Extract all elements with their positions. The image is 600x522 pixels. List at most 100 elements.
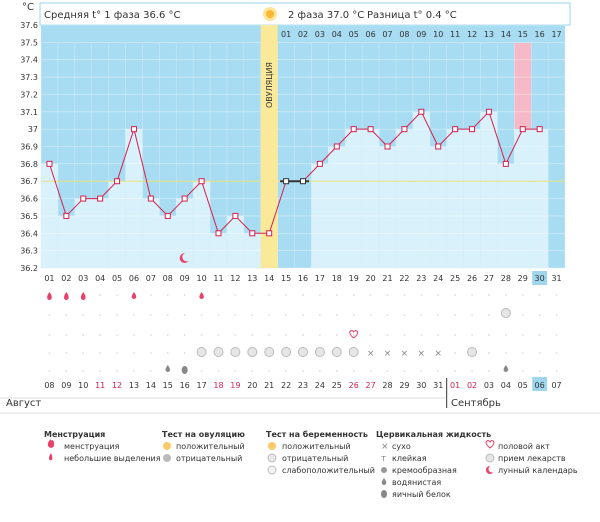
cycle-day-label: 15 xyxy=(281,274,291,283)
grid-dot xyxy=(65,334,68,336)
grid-dot xyxy=(150,334,152,336)
grid-dot xyxy=(302,370,304,372)
cycle-day-label: 18 xyxy=(332,274,342,283)
temperature-point xyxy=(181,195,188,202)
cycle-day-label: 31 xyxy=(551,274,561,283)
grid-dot xyxy=(336,334,338,336)
grid-dot xyxy=(234,334,237,336)
grid-dot xyxy=(200,314,203,316)
medication-marker xyxy=(500,308,511,318)
calendar-date: 17 xyxy=(196,381,206,390)
temperature-point xyxy=(198,178,205,185)
grid-dot xyxy=(521,370,524,372)
intercourse-marker xyxy=(349,330,359,339)
grid-dot xyxy=(454,294,456,296)
dry-marker: × xyxy=(418,349,426,359)
ovulation-label: ОВУЛЯЦИЯ xyxy=(265,62,274,108)
dry-icon: × xyxy=(381,442,389,452)
temperature-point xyxy=(283,178,290,185)
top-day-label: 05 xyxy=(349,30,359,39)
grid-dot xyxy=(268,294,270,296)
grid-dot xyxy=(302,334,304,336)
grid-dot xyxy=(471,314,473,316)
top-day-label: 08 xyxy=(399,30,409,39)
intercourse-icon xyxy=(485,440,495,449)
header-bar: Средняя t° 1 фаза 36.6 °С 2 фаза 37.0 °С… xyxy=(39,2,571,26)
grid-dot xyxy=(386,294,389,296)
cycle-day-label: 27 xyxy=(484,274,494,283)
dry-marker: × xyxy=(367,349,375,359)
calendar-date: 29 xyxy=(399,381,409,390)
grid-dot xyxy=(352,370,355,372)
cycle-day-label: 22 xyxy=(399,274,409,283)
y-tick-label: 37.5 xyxy=(20,38,38,47)
grid-dot xyxy=(133,334,135,336)
grid-dot xyxy=(403,294,406,296)
y-axis-unit: °С xyxy=(22,2,34,13)
cycle-day-label: 23 xyxy=(416,274,426,283)
grid-dot xyxy=(352,294,355,296)
grid-dot xyxy=(437,294,440,296)
top-day-label: 13 xyxy=(484,30,494,39)
grid-dot xyxy=(285,294,287,296)
ovulation-test-positive-icon xyxy=(163,442,171,450)
calendar-date: 14 xyxy=(146,381,156,390)
temperature-point xyxy=(249,230,256,237)
grid-dot xyxy=(420,314,423,316)
grid-dot xyxy=(99,334,101,336)
grid-dot xyxy=(319,370,321,372)
cycle-day-label: 11 xyxy=(213,274,223,283)
dry-marker: × xyxy=(434,349,442,359)
grid-dot xyxy=(99,370,101,372)
grid-dot xyxy=(369,334,372,336)
temperature-bar xyxy=(57,215,76,269)
grid-dot xyxy=(166,334,169,336)
calendar-date: 22 xyxy=(281,381,291,390)
cycle-day-label: 28 xyxy=(501,274,511,283)
pregnancy-test-negative-marker xyxy=(348,347,359,357)
calendar-date: 24 xyxy=(315,381,325,390)
grid-dot xyxy=(538,370,541,372)
grid-dot xyxy=(217,334,220,336)
temperature-point xyxy=(130,126,137,133)
moon-icon-cut xyxy=(488,465,496,473)
grid-dot xyxy=(82,352,85,354)
temperature-difference: Разница t° 0.4 °С xyxy=(367,10,457,21)
legend-medication: прием лекарств xyxy=(498,454,566,463)
grid-dot xyxy=(336,370,338,372)
legend-ovulation-test-title: Тест на овуляцию xyxy=(162,430,245,439)
grid-dot xyxy=(217,314,220,316)
temperature-point xyxy=(469,126,476,133)
temperature-point xyxy=(367,126,374,133)
legend-menstruation-title: Менструация xyxy=(44,430,105,439)
watery-icon xyxy=(381,478,387,485)
grid-dot xyxy=(217,370,220,372)
temperature-point xyxy=(266,230,273,237)
grid-dot xyxy=(369,370,372,372)
temperature-bar xyxy=(328,146,346,269)
grid-dot xyxy=(116,314,118,316)
calendar-date: 09 xyxy=(61,381,71,390)
creamy-icon xyxy=(381,467,387,473)
grid-dot xyxy=(166,352,169,354)
grid-dot xyxy=(403,370,406,372)
grid-dot xyxy=(285,334,287,336)
menstruation-marker xyxy=(81,293,86,300)
discharge-marker xyxy=(131,292,137,299)
pregnancy-test-negative-marker xyxy=(331,347,342,357)
legend-egg-white: яичный белок xyxy=(392,490,451,499)
pregnancy-test-negative-marker xyxy=(467,347,478,357)
grid-dot xyxy=(521,314,524,316)
top-day-label: 02 xyxy=(298,30,308,39)
discharge-marker xyxy=(199,292,204,299)
grid-dot xyxy=(471,334,473,336)
cycle-day-label: 09 xyxy=(180,274,190,283)
top-day-label: 03 xyxy=(315,30,325,39)
grid-dot xyxy=(369,314,372,316)
grid-dot xyxy=(183,334,186,336)
legend-pregnancy-positive: положительный xyxy=(282,442,351,451)
menstruation-icon xyxy=(47,439,55,448)
grid-dot xyxy=(319,314,321,316)
legend-pregnancy-test-title: Тест на беременность xyxy=(266,429,368,439)
medication-icon xyxy=(485,453,495,463)
